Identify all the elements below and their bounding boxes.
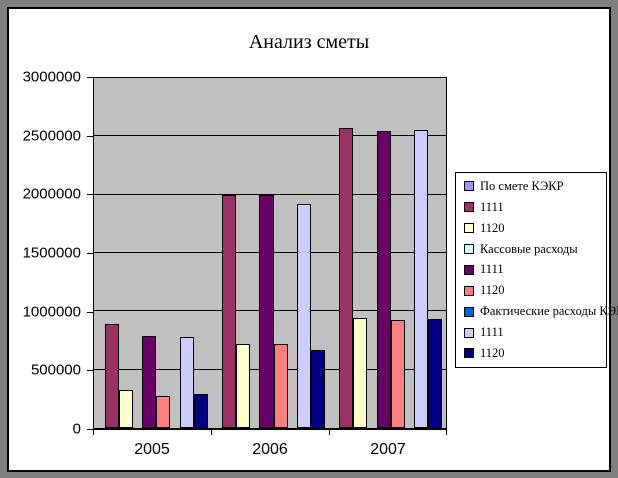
legend-label: 1111 [480, 325, 504, 340]
legend: По смете КЭКР 1111 1120 Кассовые расходы 111… [455, 172, 618, 368]
legend-label: 1111 [480, 199, 504, 214]
y-axis-labels: 0 500000 1000000 1500000 2000000 2500000 30000… [9, 69, 81, 438]
legend-item: По смете КЭКР [464, 179, 604, 194]
chart-canvas: Анализ сметы 0 500000 1000000 1500000 200000… [7, 7, 618, 472]
legend-marker-icon [464, 264, 474, 275]
y-tick [87, 194, 93, 196]
bar [353, 318, 368, 428]
y-tick [87, 77, 93, 78]
bar [235, 344, 251, 428]
legend-label: Кассовые расходы [480, 241, 578, 256]
y-axis-label: 3000000 [22, 68, 81, 86]
gridline [94, 135, 446, 137]
x-axis-label: 2007 [370, 441, 406, 458]
legend-item: 1111 [464, 200, 604, 215]
bar [311, 349, 326, 428]
x-axis-label: 2006 [252, 441, 288, 458]
bar [221, 194, 236, 428]
legend-item: 1120 [464, 221, 604, 236]
legend-marker-icon [464, 285, 474, 296]
bar [376, 130, 391, 428]
legend-label: По смете КЭКР [480, 178, 564, 193]
legend-item: Кассовые расходы [464, 242, 604, 257]
y-tick [87, 370, 93, 372]
y-tick [87, 135, 93, 137]
y-axis-label: 500000 [30, 361, 81, 379]
legend-label: 1111 [480, 262, 504, 277]
bar [179, 337, 194, 428]
gridline [94, 193, 446, 195]
legend-marker-icon [464, 181, 474, 192]
bar [118, 390, 133, 428]
x-axis-labels: 2005 2006 2007 [93, 441, 447, 461]
bar [414, 129, 429, 428]
bar [339, 128, 354, 428]
y-tick [87, 311, 93, 313]
bar [390, 319, 405, 428]
legend-item: 1111 [464, 325, 604, 340]
y-axis-label: 1500000 [22, 244, 81, 262]
x-tick [210, 429, 212, 435]
x-tick [446, 429, 447, 435]
legend-item: 1111 [464, 262, 604, 277]
legend-item: Фактические расходы КЭКР [464, 304, 618, 319]
legend-item: 1120 [464, 283, 604, 298]
legend-label: 1120 [480, 220, 505, 235]
plot-area [93, 77, 447, 430]
legend-marker-icon [464, 348, 474, 359]
bar [104, 324, 119, 428]
chart-title: Анализ сметы [248, 31, 370, 53]
bar [259, 194, 274, 428]
legend-marker-icon [464, 306, 474, 317]
y-axis-label: 0 [72, 420, 81, 438]
legend-marker-icon [464, 244, 474, 255]
bar [428, 318, 443, 428]
bar [273, 344, 288, 428]
legend-marker-icon [464, 223, 474, 234]
legend-label: 1120 [480, 345, 505, 360]
y-tick [87, 253, 93, 254]
legend-marker-icon [464, 202, 474, 213]
y-axis-label: 2500000 [22, 127, 81, 145]
x-tick [328, 429, 330, 435]
y-axis-label: 1000000 [22, 303, 81, 321]
legend-label: Фактические расходы КЭКР [480, 304, 618, 319]
x-axis-ticks [93, 429, 447, 435]
y-axis-ticks [87, 77, 93, 430]
bar [156, 395, 171, 428]
legend-item: 1120 [464, 346, 604, 361]
x-tick [93, 429, 94, 435]
y-tick [87, 429, 93, 430]
legend-marker-icon [464, 327, 474, 338]
legend-label: 1120 [480, 283, 505, 298]
y-axis-label: 2000000 [22, 185, 81, 203]
bar [193, 394, 208, 428]
bar [142, 335, 157, 428]
bar [296, 204, 312, 428]
x-axis-label: 2005 [134, 441, 170, 458]
